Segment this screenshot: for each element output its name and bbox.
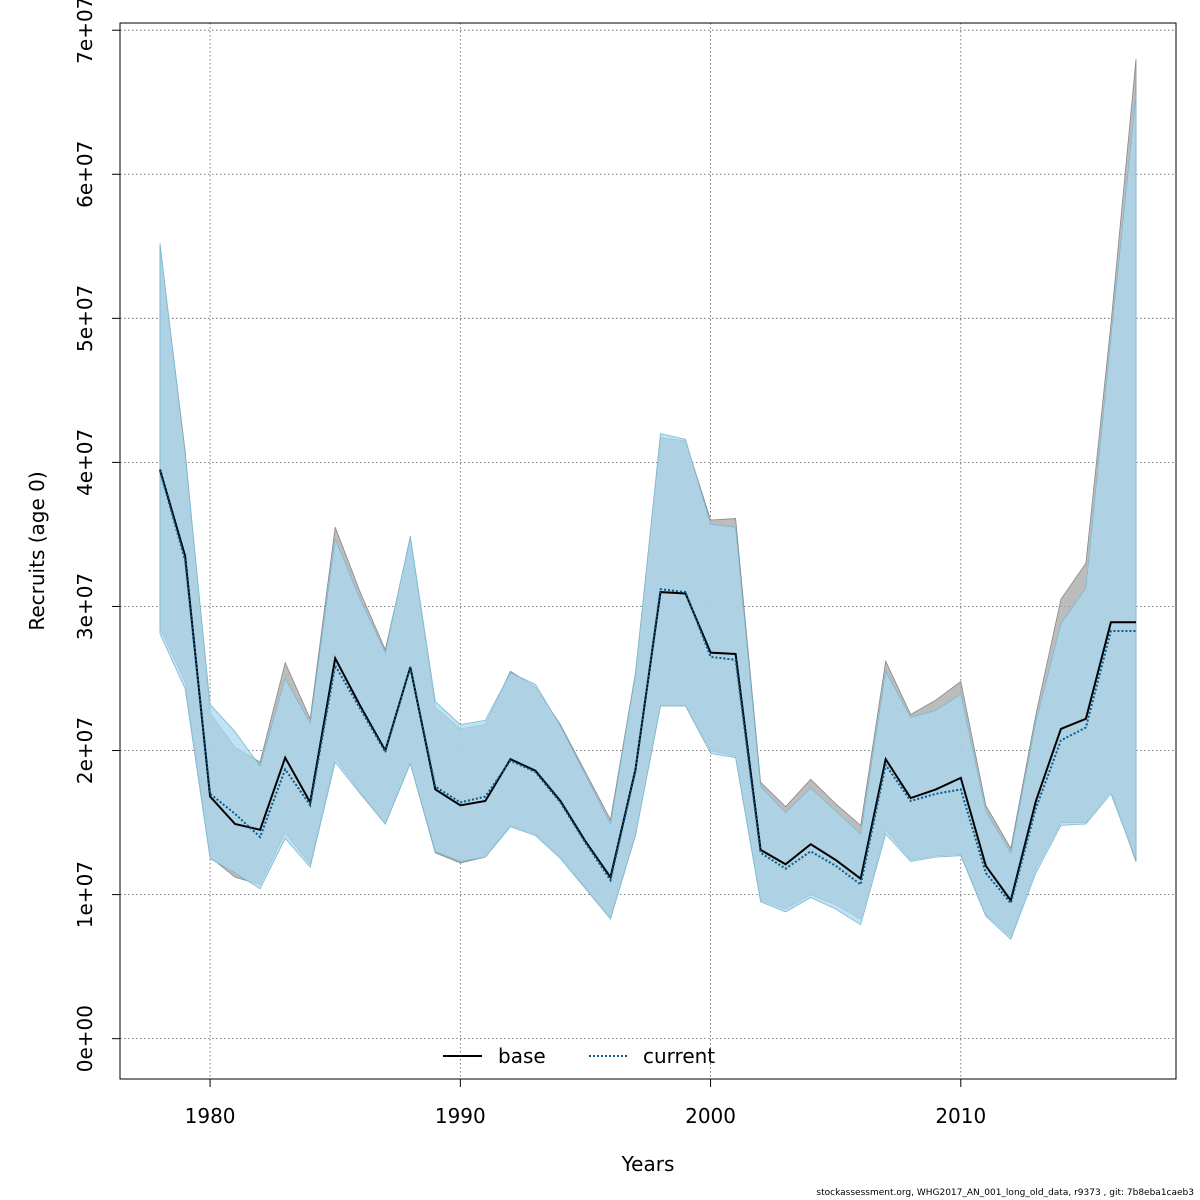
legend: base current bbox=[443, 1044, 715, 1068]
footer-caption: stockassessment.org, WHG2017_AN_001_long… bbox=[816, 1188, 1194, 1198]
y-tick-label: 5e+07 bbox=[73, 285, 97, 352]
x-tick-label: 1990 bbox=[435, 1104, 486, 1128]
series-lines bbox=[159, 469, 1136, 906]
x-tick-label: 1980 bbox=[185, 1104, 236, 1128]
y-tick-label: 1e+07 bbox=[73, 861, 97, 928]
grid-lines bbox=[120, 23, 1176, 1079]
confidence-band-current bbox=[159, 94, 1137, 940]
plot-frame bbox=[119, 22, 1177, 1080]
x-axis: 1980 1990 2000 2010 bbox=[185, 1079, 986, 1128]
y-tick-label: 0e+00 bbox=[73, 1005, 97, 1072]
y-tick-label: 4e+07 bbox=[73, 429, 97, 496]
y-tick-label: 6e+07 bbox=[73, 141, 97, 208]
x-tick-label: 2000 bbox=[685, 1104, 736, 1128]
y-tick-label: 7e+07 bbox=[73, 0, 97, 64]
legend-label-current: current bbox=[643, 1044, 715, 1068]
y-tick-label: 2e+07 bbox=[73, 717, 97, 784]
x-tick-label: 2010 bbox=[935, 1104, 986, 1128]
confidence-bands bbox=[159, 58, 1137, 940]
x-axis-title: Years bbox=[621, 1152, 675, 1176]
y-axis-title: Recruits (age 0) bbox=[25, 471, 49, 630]
y-axis: 0e+00 1e+07 2e+07 3e+07 4e+07 5e+07 6e+07 7e+07 bbox=[73, 0, 120, 1072]
y-tick-label: 3e+07 bbox=[73, 573, 97, 640]
legend-label-base: base bbox=[498, 1044, 546, 1068]
series-line-current bbox=[159, 470, 1136, 906]
